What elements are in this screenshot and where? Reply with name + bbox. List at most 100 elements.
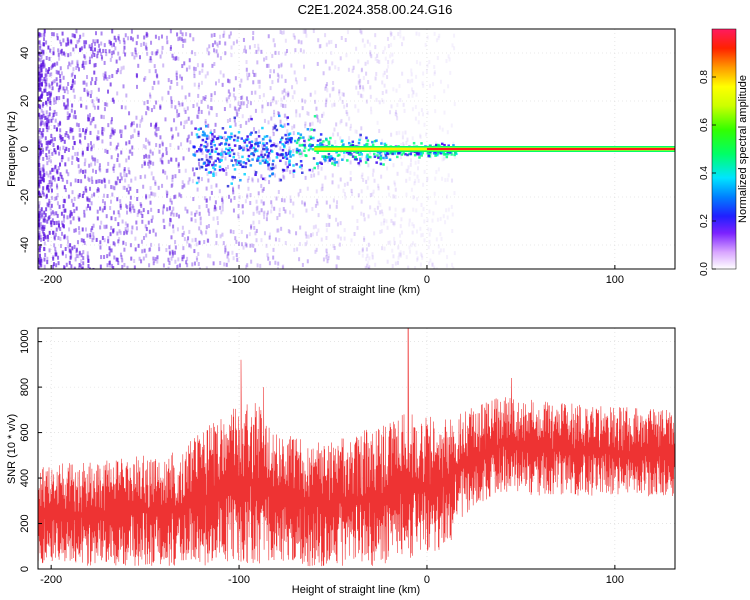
spectral-point — [284, 51, 287, 56]
spectral-point — [265, 63, 268, 68]
spectral-point — [446, 215, 449, 220]
spectral-point — [83, 44, 86, 49]
spectral-point — [117, 34, 120, 39]
spectral-point — [70, 129, 73, 134]
spectral-point — [279, 146, 282, 151]
spectral-point — [110, 120, 113, 125]
spectral-point — [414, 178, 417, 183]
spectral-point — [361, 94, 364, 99]
spectral-point — [53, 165, 56, 170]
spectral-point — [57, 235, 60, 240]
spectral-point — [117, 142, 120, 147]
spectral-band-point — [205, 134, 209, 138]
spectral-point — [270, 200, 273, 205]
snr-x-tick-label: 0 — [424, 574, 430, 586]
spectral-point — [342, 188, 345, 193]
spectral-band-point — [242, 161, 245, 164]
spectral-point — [57, 48, 60, 53]
spectral-point — [209, 105, 212, 110]
spectral-band-point — [366, 153, 369, 157]
spectral-band-point — [364, 161, 368, 164]
spectral-point — [103, 201, 106, 206]
spectral-band-point — [261, 159, 265, 162]
spectral-point — [106, 193, 109, 198]
spectral-point — [351, 205, 354, 210]
spectral-point — [239, 105, 242, 110]
spectral-point — [224, 250, 227, 255]
spectral-band-point — [197, 135, 201, 139]
spectral-point — [55, 69, 58, 74]
spectral-point — [87, 176, 90, 181]
spectral-point — [415, 74, 418, 79]
spectral-point — [453, 102, 456, 107]
spectral-point — [85, 60, 88, 65]
spectral-point — [170, 157, 173, 162]
spectral-band-point — [246, 135, 249, 138]
spectral-band-point — [192, 145, 196, 149]
spectral-point — [117, 210, 120, 215]
spectral-point — [138, 55, 141, 60]
spectral-point — [174, 245, 177, 250]
spectral-point — [119, 70, 122, 75]
spectral-band-point — [243, 172, 246, 176]
spectral-point — [325, 248, 328, 253]
spectral-point — [40, 65, 43, 70]
spectral-point — [261, 188, 264, 193]
spectral-point — [43, 257, 46, 262]
spectral-point — [123, 262, 126, 267]
spectral-point — [245, 120, 248, 125]
spectral-band-point — [418, 156, 421, 159]
spectral-point — [280, 74, 283, 79]
spectral-point — [203, 240, 206, 245]
spectral-point — [381, 98, 384, 103]
spectral-point — [92, 39, 95, 44]
spectral-point — [358, 79, 361, 84]
spectral-point — [89, 130, 92, 135]
spectral-band-point — [262, 155, 265, 159]
spectral-point — [239, 124, 242, 129]
spectral-point — [197, 106, 200, 111]
spectral-band-point — [319, 133, 323, 136]
spectral-band-point — [240, 137, 244, 140]
spectral-point — [383, 246, 386, 251]
spectral-band-point — [284, 155, 287, 159]
spectral-point — [324, 33, 327, 38]
spectral-point — [279, 30, 282, 35]
spectral-point — [236, 112, 239, 117]
spectral-point — [234, 236, 237, 241]
spectral-point — [181, 180, 184, 185]
spectral-point — [117, 153, 120, 158]
spectral-point — [150, 242, 153, 247]
spectral-point — [62, 218, 65, 223]
spectral-point — [96, 135, 99, 140]
spectral-point — [142, 256, 145, 261]
spectral-point — [64, 133, 67, 138]
spectral-point — [445, 59, 448, 64]
spectral-point — [126, 210, 129, 215]
spectral-point — [360, 211, 363, 216]
spectral-point — [73, 94, 76, 99]
spectral-band-point — [318, 142, 322, 145]
spectral-point — [155, 100, 158, 105]
spectral-point — [441, 176, 444, 181]
spectral-point — [271, 53, 274, 58]
spectral-point — [83, 54, 86, 59]
spectral-point — [374, 76, 377, 81]
spectral-point — [392, 194, 395, 199]
spectral-point — [71, 160, 74, 165]
spectral-band-point — [215, 137, 219, 141]
spectral-point — [48, 91, 51, 96]
spectral-point — [138, 256, 141, 261]
spectral-point — [171, 253, 174, 258]
spectral-point — [88, 117, 91, 122]
spectral-band-point — [231, 148, 234, 152]
spectral-point — [38, 167, 41, 172]
spectral-point — [234, 96, 237, 101]
spectral-point — [444, 178, 447, 183]
spectral-point — [345, 103, 348, 108]
spectral-band-point — [303, 139, 306, 143]
spectral-point — [98, 163, 101, 168]
spectral-point — [314, 90, 317, 95]
spectral-point — [361, 154, 364, 159]
spectral-point — [412, 90, 415, 95]
